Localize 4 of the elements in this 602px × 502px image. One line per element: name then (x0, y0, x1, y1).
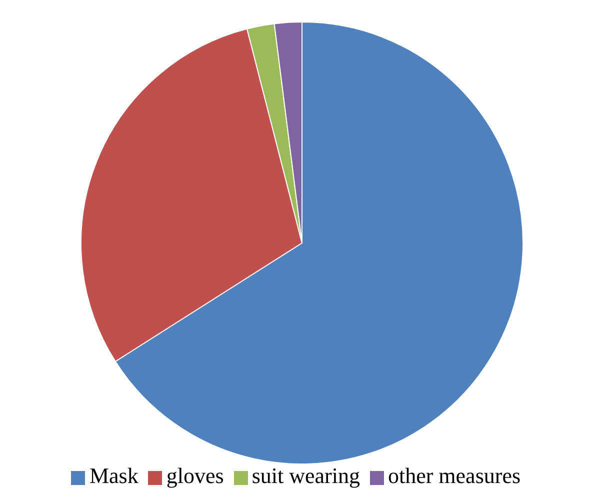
legend-label: Mask (89, 463, 138, 488)
legend-label: gloves (166, 463, 224, 488)
legend-label: suit wearing (252, 463, 360, 488)
legend-label: other measures (388, 463, 521, 488)
